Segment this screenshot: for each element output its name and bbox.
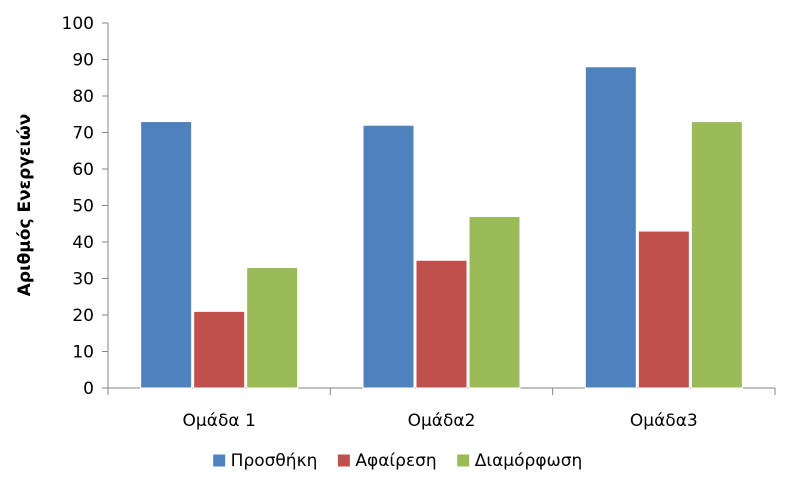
legend-item: Διαμόρφωση	[456, 451, 583, 471]
bar	[584, 66, 637, 389]
legend-swatch	[212, 453, 227, 468]
y-tick-label: 100	[62, 14, 94, 34]
bar	[140, 121, 193, 389]
y-tick-label: 40	[72, 233, 94, 253]
legend-label: Διαμόρφωση	[475, 451, 583, 471]
y-tick-label: 10	[72, 343, 94, 363]
legend-item: Προσθήκη	[212, 451, 318, 471]
legend-item: Αφαίρεση	[336, 451, 437, 471]
bar	[415, 259, 468, 389]
y-tick-label: 30	[72, 270, 94, 290]
bar	[362, 124, 415, 389]
x-category-label: Ομάδα2	[408, 411, 476, 431]
y-tick-label: 60	[72, 160, 94, 180]
bar	[193, 310, 246, 389]
legend-swatch	[456, 453, 471, 468]
y-tick-label: 80	[72, 87, 94, 107]
legend-label: Προσθήκη	[231, 451, 318, 471]
x-category-label: Ομάδα3	[630, 411, 698, 431]
y-tick-label: 0	[83, 379, 94, 399]
y-tick-label: 90	[72, 51, 94, 71]
bar	[468, 215, 521, 389]
y-tick-label: 20	[72, 306, 94, 326]
bar	[246, 267, 299, 389]
legend-label: Αφαίρεση	[355, 451, 436, 471]
bar	[637, 230, 690, 389]
x-category-label: Ομάδα 1	[183, 411, 256, 431]
bar	[690, 121, 743, 389]
y-tick-label: 70	[72, 124, 94, 144]
y-tick-label: 50	[72, 197, 94, 217]
legend-swatch	[336, 453, 351, 468]
y-axis-title: Αριθμός Ενεργειών	[15, 114, 35, 297]
